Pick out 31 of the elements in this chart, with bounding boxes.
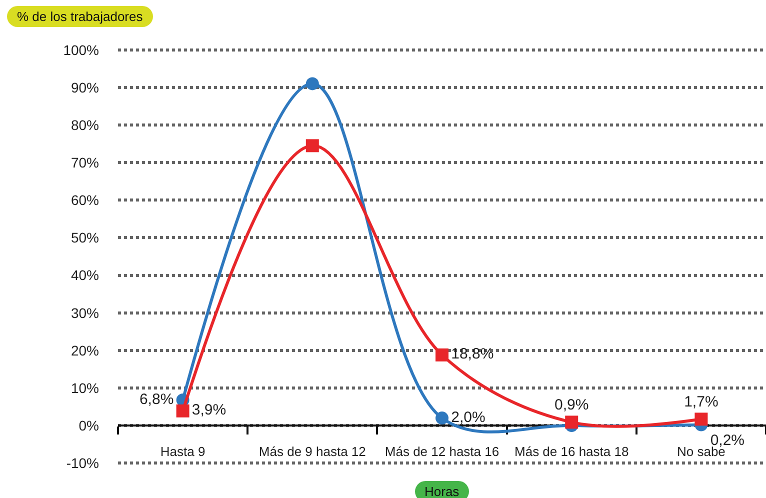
y-tick-label: -10% <box>66 455 99 472</box>
y-tick-label: 60% <box>70 192 99 208</box>
y-tick-label: 100% <box>63 42 99 58</box>
point <box>694 412 708 426</box>
x-tick-label: Más de 16 hasta 18 <box>514 444 629 460</box>
y-tick-label: 90% <box>70 79 99 96</box>
x-tick-label: Hasta 9 <box>160 444 206 460</box>
point <box>436 412 448 425</box>
x-axis-title: Horas <box>414 481 470 498</box>
point <box>306 77 319 90</box>
data-label: 0,9% <box>554 396 589 414</box>
data-label: 6,8% <box>139 390 174 408</box>
data-label: 18,8% <box>451 346 494 363</box>
y-tick-label: 50% <box>70 230 99 246</box>
data-label: 3,9% <box>192 402 226 419</box>
point <box>176 404 190 418</box>
y-tick-label: 0% <box>78 417 99 434</box>
x-tick-label: Más de 12 hasta 16 <box>384 444 500 460</box>
y-tick-label: 70% <box>70 154 99 170</box>
y-tick-label: 80% <box>70 116 99 133</box>
y-tick-label: 10% <box>70 380 99 396</box>
data-label: 2,0% <box>451 408 486 426</box>
y-tick-label: 40% <box>70 267 99 284</box>
point <box>436 348 448 362</box>
y-axis-title: % de los trabajadores <box>7 6 153 27</box>
point <box>565 416 578 429</box>
y-tick-label: 30% <box>70 304 99 321</box>
point <box>306 139 319 152</box>
data-label: 1,7% <box>684 393 718 410</box>
y-tick-label: 20% <box>70 342 99 358</box>
x-tick-label: Más de 9 hasta 12 <box>258 444 366 460</box>
